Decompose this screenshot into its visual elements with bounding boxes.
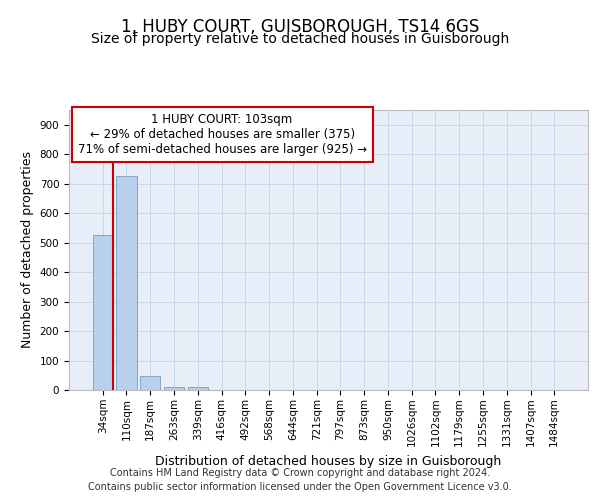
Bar — [140, 376, 160, 390]
X-axis label: Distribution of detached houses by size in Guisborough: Distribution of detached houses by size … — [155, 454, 502, 468]
Text: 1 HUBY COURT: 103sqm
← 29% of detached houses are smaller (375)
71% of semi-deta: 1 HUBY COURT: 103sqm ← 29% of detached h… — [77, 113, 367, 156]
Text: Contains HM Land Registry data © Crown copyright and database right 2024.: Contains HM Land Registry data © Crown c… — [110, 468, 490, 477]
Text: 1, HUBY COURT, GUISBOROUGH, TS14 6GS: 1, HUBY COURT, GUISBOROUGH, TS14 6GS — [121, 18, 479, 36]
Y-axis label: Number of detached properties: Number of detached properties — [21, 152, 34, 348]
Text: Contains public sector information licensed under the Open Government Licence v3: Contains public sector information licen… — [88, 482, 512, 492]
Bar — [188, 387, 208, 390]
Text: Size of property relative to detached houses in Guisborough: Size of property relative to detached ho… — [91, 32, 509, 46]
Bar — [92, 234, 113, 390]
Bar — [116, 176, 137, 390]
Bar — [164, 387, 184, 390]
